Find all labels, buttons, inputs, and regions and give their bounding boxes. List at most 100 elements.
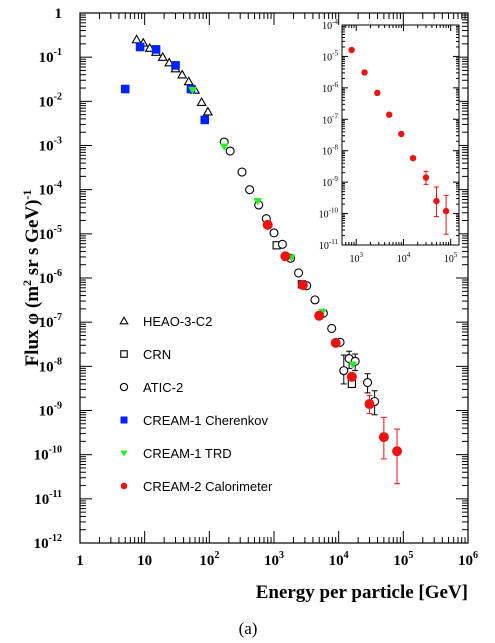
legend-label: CREAM-2 Calorimeter [143,479,273,494]
main-x-tick-labels: 1 10 102 103 104 105 106 [76,550,478,569]
data-point [177,69,188,79]
data-point [253,198,263,206]
tick-label: 10-7 [39,312,62,331]
tick-label: 105 [444,251,458,265]
data-point [225,146,235,156]
data-point [135,42,145,52]
data-point [262,219,273,230]
tick-label: 10-12 [34,533,62,552]
tick-label: 10-4 [39,180,62,199]
data-point [280,251,291,262]
inset-ticks [341,25,459,246]
tick-label: 10-5 [322,49,338,63]
tick-label: 1 [55,6,63,22]
tick-label: 10-11 [319,238,339,252]
data-point [131,34,142,44]
data-point [392,446,403,457]
tick-label: 106 [458,550,478,569]
tick-label: 104 [397,251,411,265]
data-point [363,377,373,388]
data-point [269,228,279,238]
data-point [171,61,180,70]
data-point [183,76,194,86]
tick-label: 102 [199,550,219,569]
legend-marker [120,482,128,490]
data-point [188,87,197,95]
data-point [330,337,341,348]
tick-label: 10-5 [39,224,62,243]
tick-label: 10-3 [39,136,62,155]
tick-label: 10-6 [322,81,338,95]
tick-label: 10-9 [322,175,338,189]
data-point [151,45,161,54]
data-point [237,167,247,177]
tick-label: 10-1 [39,47,62,66]
main-ticks [79,13,469,544]
inset-data-point [374,89,381,97]
inset-data-point [398,130,405,138]
tick-label: 10-6 [39,268,62,287]
data-point [200,115,210,125]
inset-y-tick-labels: 10-11 10-10 10-9 10-8 10-7 10-6 10-5 10-4 [319,18,339,252]
tick-label: 10-2 [39,91,62,110]
inset-data-point [422,174,430,181]
data-point [196,97,207,107]
data-point [378,432,389,443]
legend-marker [119,316,129,325]
tick-label: 103 [264,550,284,569]
inset-data-point [348,46,355,54]
data-point [294,268,304,278]
tick-label: 103 [349,251,363,265]
main-y-tick-labels: 10-1210-1110-1010-910-810-710-610-510-41… [34,6,62,552]
data-point [339,366,349,376]
data-point [202,106,214,116]
inset-data-point [409,154,417,162]
data-point [327,323,337,334]
data-point [314,310,325,321]
legend-label: ATIC-2 [143,380,183,395]
legend-label: CREAM-1 TRD [143,446,232,461]
data-point [157,51,168,61]
inset-data-point [433,197,440,205]
tick-label: 104 [329,550,349,569]
tick-label: 10-7 [322,112,338,126]
tick-label: 105 [393,550,413,569]
tick-label: 10-8 [39,356,62,375]
legend-marker [120,350,128,358]
x-axis-title: Energy per particle [GeV] [256,582,468,603]
legend-marker [119,382,129,392]
tick-label: 10-10 [319,207,339,221]
figure-caption: (a) [239,619,258,638]
data-point [348,361,358,369]
data-point [346,371,357,382]
inset-data-point [442,207,450,215]
data-point [297,280,308,291]
legend-label: CREAM-1 Cherenkov [143,413,268,428]
tick-label: 10-4 [322,18,338,32]
y-axis-title: Flux φ (m2 sr s GeV)-1 [20,190,43,367]
inset-x-tick-labels: 103 104 105 [349,251,457,265]
inset-data-point [386,111,393,118]
data-point [120,84,130,94]
legend-marker [120,416,128,424]
legend-label: CRN [143,347,171,362]
tick-label: 10-11 [34,489,62,508]
tick-label: 10-9 [39,401,62,420]
main-error-bars [340,350,401,485]
legend: HEAO-3-C2 CRN ATIC-2 CREAM-1 Cherenkov CREAM… [119,314,273,494]
data-point [364,399,375,410]
legend-marker [120,450,128,457]
inset-data-points [348,46,450,215]
data-point [310,295,320,305]
inset-plot: 103 104 105 10-11 10-10 10-9 10-8 10-7 10-6 10-5… [319,18,460,265]
tick-label: 10 [137,553,152,569]
tick-label: 10-8 [322,144,338,158]
inset-data-point [361,69,368,76]
main-plot: 1 10 102 103 104 105 106 10-1210-1110-1010-910… [34,6,478,569]
main-data-points [120,34,403,457]
tick-label: 1 [76,553,84,569]
legend-label: HEAO-3-C2 [143,314,212,329]
data-point [245,185,255,195]
data-point [277,239,287,249]
